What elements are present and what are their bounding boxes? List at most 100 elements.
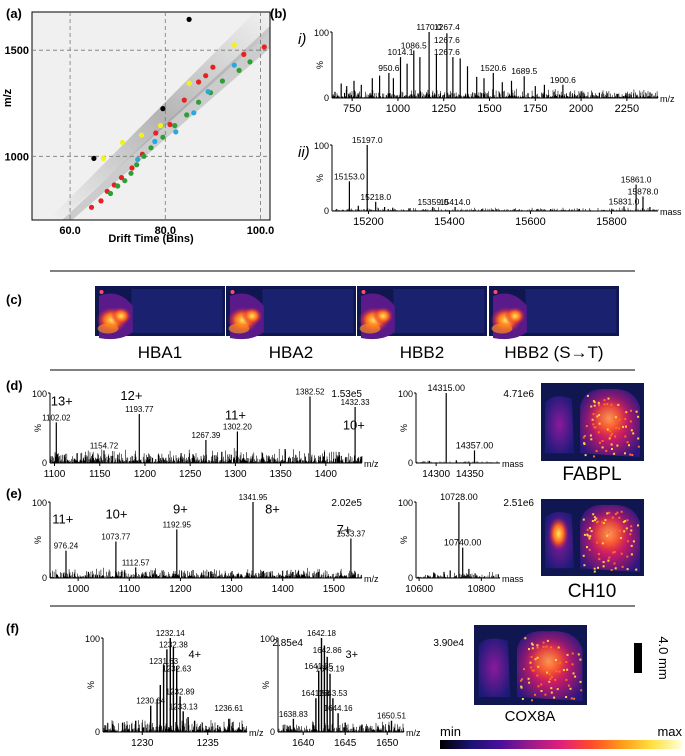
peak-label: 15414.0 [440,197,471,207]
intensity-pixel [589,527,591,530]
hot-spot [361,290,366,294]
tissue-section [525,289,617,333]
drift-point-blue [173,129,179,135]
intensity-pixel [602,561,605,563]
peak-label: 1382.52 [296,388,325,397]
intensity-pixel [588,548,591,551]
intensity-pixel [602,522,605,524]
hot-spot [230,290,235,294]
intensity-pixel [608,437,611,440]
intensity-pixel [637,437,640,440]
cox8a-label: COX8A [505,708,556,725]
intensity-pixel [546,639,549,642]
drift-plot-band [48,12,270,220]
intensity-pixel [565,696,568,698]
image-label: HBA1 [138,343,182,362]
panel-a-label: (a) [6,6,22,21]
drift-x-tick: 60.0 [59,225,80,237]
image-label: HBA2 [269,343,313,362]
x-tick-label: 1500 [477,103,501,115]
intensity-pixel [606,403,609,406]
intensity-pixel [630,525,633,528]
peak-label: 10728.00 [440,492,478,502]
intensity-pixel [637,524,639,527]
drift-point-green [122,178,128,184]
intensity-pixel [621,565,624,568]
peak-label: 1170.0 [416,22,442,32]
x-tick-label: 1300 [224,469,247,480]
panel-d-label: (d) [6,378,23,393]
intensity-pixel [586,546,588,549]
intensity-pixel [610,443,613,446]
intensity-pixel [579,680,582,683]
intensity-pixel [601,542,604,545]
intensity-pixel [610,569,613,571]
intensity-pixel [521,698,524,700]
peak-label: 1232.38 [159,640,188,649]
peak-label: 1642.18 [307,629,336,638]
intensity-pixel [530,642,533,645]
x-tick-label: 1100 [119,584,141,595]
sub-i-label: i) [298,31,306,48]
intensity-pixel [614,416,617,419]
intensity-pixel [612,551,615,554]
intensity-pixel [565,661,568,663]
peak-label: 1642.86 [313,646,342,655]
intensity-pixel [624,520,627,523]
intensity-pixel [630,529,633,532]
intensity-pixel [536,646,539,649]
imaging-row-c: HBA1 HBA2 HBB2 HBB2 (S→T) [95,286,619,362]
intensity-pixel [550,676,553,679]
intensity-pixel [571,652,574,655]
noise-baseline [49,567,363,578]
ch10-label: CH10 [568,581,617,602]
peak-label: 15359.0 [417,197,448,207]
x-tick-label: 750 [343,103,361,115]
y-tick-label: 0 [408,458,413,468]
panel-b-label: (b) [270,6,287,21]
imaging-tile: HBB2 [357,286,487,362]
spectrum-b-i: 1000%750 1000 1250 1500 1750 2000 2250m/z950.6… [314,22,675,115]
drift-x-axis-label: Drift Time (Bins) [108,233,194,245]
intensity-pixel [614,567,617,570]
peak-label: 1643.53 [318,689,347,698]
intensity-pixel [540,690,543,692]
intensity-pixel [616,444,619,447]
intensity-pixel [595,517,598,520]
drift-plot-frame [31,11,271,221]
intensity-pixel [618,529,621,532]
sub-ii-label: ii) [298,144,310,161]
peak-label: 15831.0 [609,196,640,206]
peak-label: 1341.95 [239,493,268,502]
x-tick-label: 15200 [353,216,384,228]
intensity-pixel [585,425,588,428]
peak-label: 1267.6 [434,35,460,45]
drift-point-green [141,153,147,159]
intensity-pixel [531,669,534,672]
peak-label: 15197.0 [352,135,383,145]
intensity-pixel [555,659,557,661]
hot-spot [491,323,513,334]
intensity-pixel [536,656,539,659]
x-tick-label: 2000 [569,103,593,115]
intensity-pixel [588,537,591,540]
intensity-pixel [569,687,572,690]
intensity-pixel [619,537,622,539]
image-cox8a [474,625,587,705]
image-label: HBB2 (S→T) [504,343,603,362]
colorbar [440,740,682,749]
y-tick-label: 0 [408,573,413,583]
peak-label: 1267.6 [434,47,460,57]
intensity-pixel [623,530,626,533]
intensity-pixel [524,637,527,640]
intensity-pixel [598,558,601,561]
intensity-pixel [534,658,537,661]
x-tick-label: 1350 [269,469,292,480]
peak-label: 1232.89 [166,687,195,696]
intensity-pixel [593,455,595,458]
intensity-pixel [598,404,601,407]
intensity-pixel [521,678,524,681]
hot-spot [504,307,526,325]
charge-label: 9+ [173,501,188,516]
y-tick-label: 0 [324,206,329,216]
